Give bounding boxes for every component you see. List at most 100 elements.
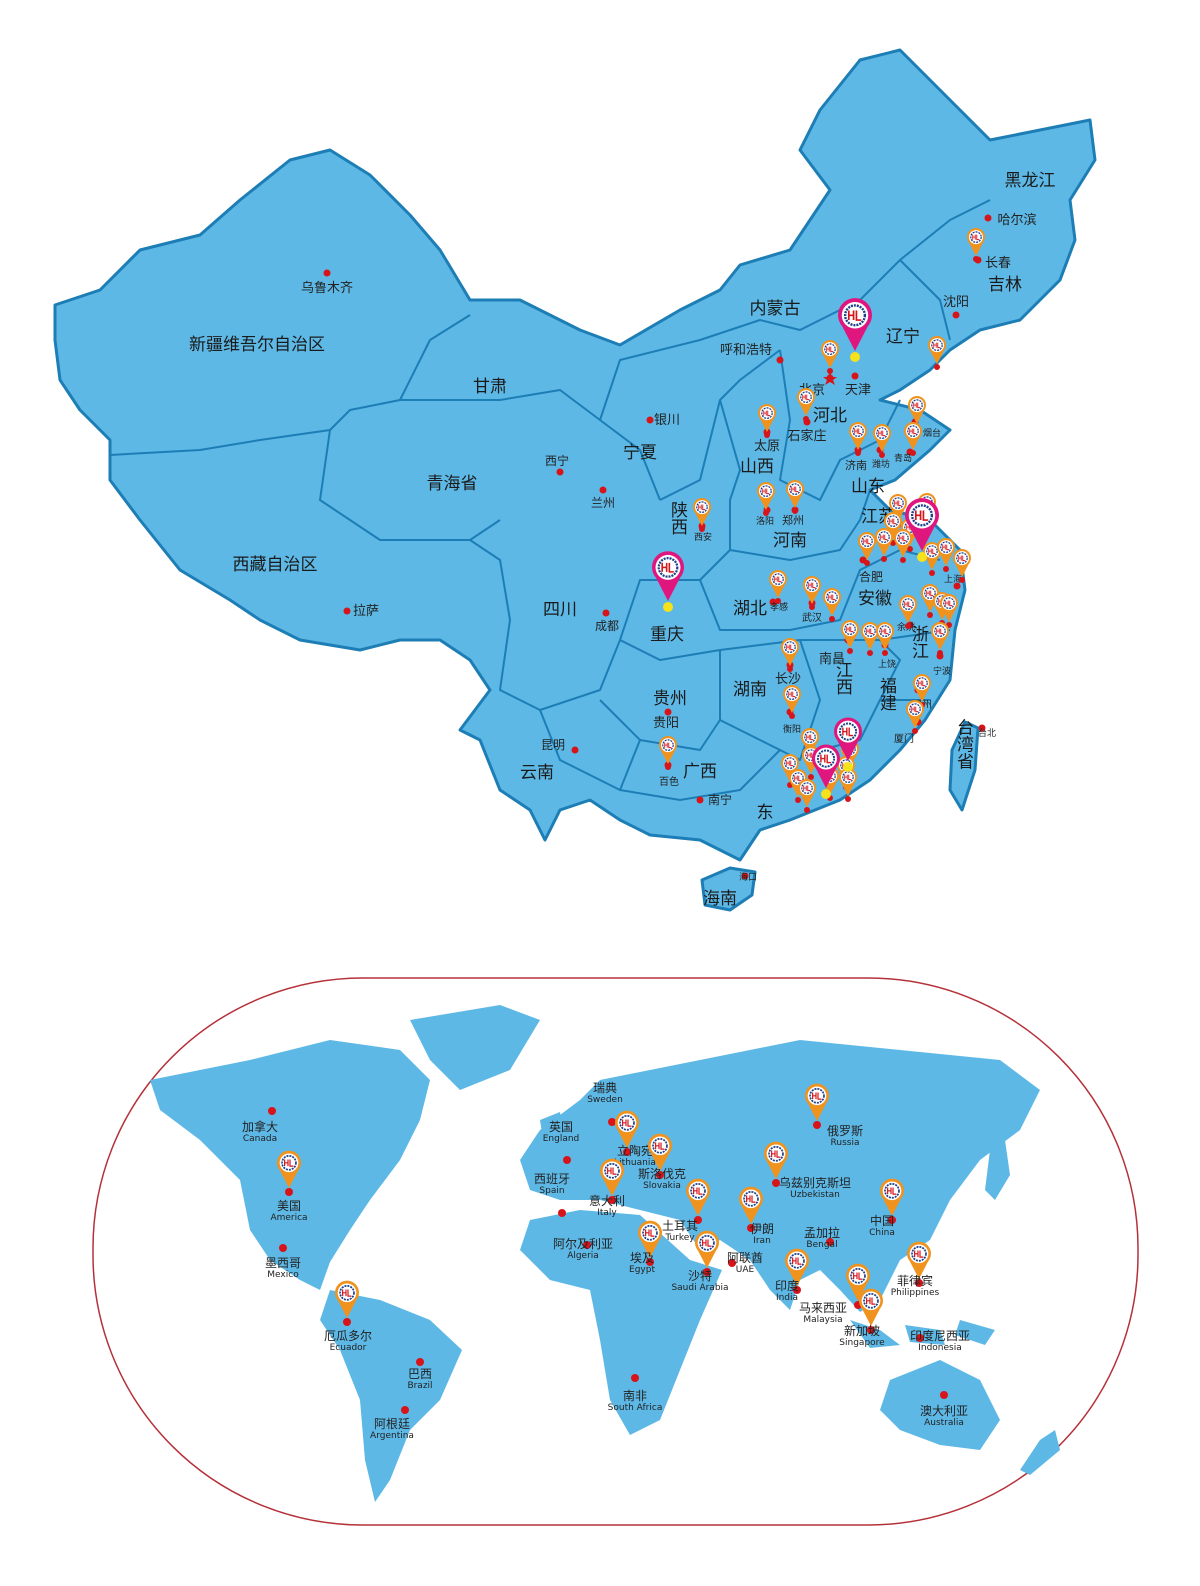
- marker-logo-icon: [284, 1159, 294, 1167]
- hq-location-pin-icon[interactable]: [904, 498, 940, 551]
- location-pin-icon[interactable]: [873, 423, 892, 452]
- location-pin-icon[interactable]: [781, 753, 800, 782]
- location-pin-icon[interactable]: [647, 1133, 672, 1171]
- location-pin-icon[interactable]: [884, 511, 902, 540]
- marker-logo-icon: [866, 1297, 876, 1305]
- city-label: 西安: [694, 531, 712, 543]
- country-dot: [772, 1179, 780, 1187]
- marker-logo-icon: [806, 734, 814, 741]
- location-pin-icon[interactable]: [637, 1220, 662, 1258]
- location-pin-icon[interactable]: [797, 387, 816, 416]
- city-dot: [776, 356, 784, 364]
- location-pin-icon[interactable]: [906, 699, 924, 728]
- location-pin-icon[interactable]: [658, 735, 678, 764]
- country-dot: [826, 1238, 834, 1246]
- marker-logo-icon: [746, 1195, 756, 1203]
- location-pin-icon[interactable]: [764, 1141, 789, 1179]
- location-pin-icon[interactable]: [769, 569, 787, 598]
- location-pin-icon[interactable]: [931, 621, 949, 650]
- hq-location-pin-icon[interactable]: [812, 744, 841, 788]
- location-pin-icon[interactable]: [615, 1110, 639, 1148]
- location-pin-icon[interactable]: [600, 1158, 624, 1196]
- country-label-en: Philippines: [891, 1288, 940, 1298]
- location-pin-icon[interactable]: [757, 481, 776, 510]
- location-pin-icon[interactable]: [894, 528, 913, 557]
- location-pin-icon[interactable]: [937, 537, 955, 566]
- location-pin-icon[interactable]: [966, 227, 985, 256]
- marker-logo-icon: [702, 1239, 712, 1247]
- location-pin-icon[interactable]: [913, 673, 931, 702]
- hq-location-pin-icon[interactable]: [651, 551, 684, 601]
- country-dot: [608, 1196, 616, 1204]
- location-pin-icon[interactable]: [685, 1178, 710, 1216]
- location-pin-icon[interactable]: [841, 619, 859, 648]
- country-label-zh: 澳大利亚: [920, 1404, 968, 1418]
- location-pin-icon[interactable]: [861, 621, 879, 650]
- city-label: 烟台: [923, 427, 941, 439]
- location-pin-icon[interactable]: [781, 637, 800, 666]
- city-label: 西宁: [545, 453, 569, 468]
- city-label: 孝感: [770, 601, 788, 613]
- city-dot: [934, 364, 940, 370]
- city-dot: [699, 526, 705, 532]
- country-label-en: India: [776, 1293, 798, 1303]
- location-pin-icon[interactable]: [801, 727, 820, 756]
- location-pin-icon[interactable]: [821, 339, 839, 368]
- province-label: 山东: [851, 477, 885, 497]
- location-pin-icon[interactable]: [798, 778, 816, 807]
- location-pin-icon[interactable]: [695, 1230, 719, 1268]
- location-pin-icon[interactable]: [858, 531, 877, 560]
- country-label-zh: 意大利: [589, 1193, 625, 1208]
- location-pin-icon[interactable]: [923, 541, 941, 570]
- location-pin-icon[interactable]: [785, 1248, 810, 1286]
- location-pin-icon[interactable]: [908, 395, 927, 424]
- location-pin-icon[interactable]: [805, 1083, 830, 1121]
- location-pin-icon[interactable]: [823, 587, 841, 616]
- location-pin-icon[interactable]: [904, 421, 922, 450]
- location-pin-icon[interactable]: [277, 1150, 301, 1188]
- location-pin-icon[interactable]: [692, 497, 712, 526]
- location-pin-icon[interactable]: [859, 1288, 884, 1326]
- location-pin-icon[interactable]: [888, 493, 908, 522]
- location-pin-icon[interactable]: [738, 1186, 764, 1224]
- country-label-en: Brazil: [407, 1381, 432, 1391]
- country-label-zh: 阿根廷: [374, 1417, 410, 1431]
- country-label-zh: 伊朗: [750, 1222, 774, 1236]
- marker-logo-icon: [878, 430, 886, 437]
- marker-logo-icon: [889, 518, 897, 525]
- country-dot: [656, 1171, 664, 1179]
- location-pin-icon[interactable]: [953, 548, 971, 577]
- location-pin-icon[interactable]: [846, 1263, 870, 1301]
- province-label: 新疆维吾尔自治区: [189, 335, 325, 355]
- country-dot: [915, 1279, 923, 1287]
- country-label-zh: 沙特: [688, 1268, 712, 1283]
- city-dot: [763, 510, 769, 516]
- location-pin-icon[interactable]: [849, 421, 867, 450]
- location-pin-icon[interactable]: [921, 583, 940, 612]
- city-label: 衡阳: [783, 723, 801, 735]
- location-pin-icon[interactable]: [839, 767, 857, 796]
- location-pin-icon[interactable]: [757, 403, 776, 432]
- country-label-zh: 乌兹别克斯坦: [779, 1175, 851, 1190]
- hq-location-pin-icon[interactable]: [838, 298, 873, 351]
- location-pin-icon[interactable]: [880, 1178, 905, 1216]
- location-pin-icon[interactable]: [803, 575, 821, 604]
- marker-logo-icon: [933, 342, 941, 349]
- marker-logo-icon: [887, 1187, 897, 1195]
- country-label-zh: 中国: [870, 1213, 894, 1228]
- location-pin-icon[interactable]: [928, 335, 947, 364]
- location-pin-icon[interactable]: [875, 527, 893, 556]
- location-pin-icon[interactable]: [783, 684, 802, 713]
- location-pin-icon[interactable]: [940, 593, 958, 622]
- location-pin-icon[interactable]: [906, 1241, 932, 1279]
- city-label: 昆明: [541, 738, 565, 752]
- location-pin-icon[interactable]: [876, 621, 895, 650]
- hq-location-pin-icon[interactable]: [834, 717, 863, 761]
- city-dot: [775, 598, 781, 604]
- location-pin-icon[interactable]: [898, 594, 917, 623]
- country-label-en: Spain: [539, 1186, 564, 1196]
- location-pin-icon[interactable]: [786, 479, 804, 508]
- location-pin-icon[interactable]: [334, 1280, 359, 1318]
